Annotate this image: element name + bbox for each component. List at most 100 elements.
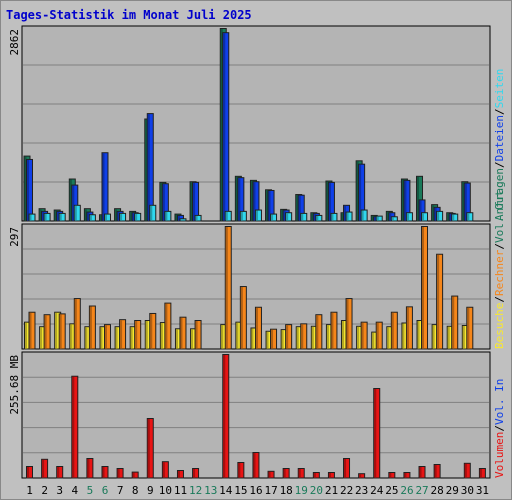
bar-shadow bbox=[135, 213, 138, 220]
bar-shadow bbox=[316, 215, 319, 220]
bar-seiten-day-18 bbox=[285, 212, 293, 222]
bar-shadow bbox=[311, 326, 314, 348]
bar-shadow bbox=[57, 211, 60, 220]
x-tick-label-day-26: 26 bbox=[400, 484, 413, 497]
x-tick-label-day-28: 28 bbox=[431, 484, 444, 497]
x-tick-label-day-19: 19 bbox=[295, 484, 308, 497]
bar-seiten-day-28 bbox=[436, 210, 444, 222]
bar-shadow bbox=[54, 210, 57, 220]
bar-shadow bbox=[175, 214, 178, 220]
bar-rechner-day-26 bbox=[405, 306, 413, 350]
x-tick-label-day-29: 29 bbox=[446, 484, 459, 497]
bar-shadow bbox=[464, 183, 467, 220]
bar-shadow bbox=[286, 325, 289, 348]
bar-volumen-day-7 bbox=[116, 468, 124, 479]
x-tick-label-day-3: 3 bbox=[56, 484, 63, 497]
bar-shadow bbox=[102, 467, 105, 477]
bar-shadow bbox=[344, 205, 347, 220]
bar-shadow bbox=[223, 33, 226, 220]
bar-shadow bbox=[40, 327, 43, 348]
bar-rechner-day-17 bbox=[270, 328, 278, 350]
bar-rechner-day-7 bbox=[119, 319, 127, 350]
bar-rechner-day-30 bbox=[466, 306, 474, 350]
bar-volumen-day-25 bbox=[388, 472, 396, 479]
bar-shadow bbox=[44, 315, 47, 348]
right-label-text: Besuche/Rechner/Vol. Out bbox=[493, 190, 506, 349]
bar-volumen-day-20 bbox=[312, 472, 320, 479]
bar-shadow bbox=[104, 214, 107, 220]
x-tick-label-day-5: 5 bbox=[87, 484, 94, 497]
bar-shadow bbox=[452, 296, 455, 348]
bar-volumen-day-11 bbox=[176, 470, 184, 479]
bar-shadow bbox=[417, 321, 420, 348]
bar-shadow bbox=[467, 213, 470, 220]
bar-rechner-day-20 bbox=[315, 314, 323, 350]
x-tick-label-day-31: 31 bbox=[476, 484, 489, 497]
bar-shadow bbox=[271, 214, 274, 220]
bar-shadow bbox=[313, 473, 316, 477]
bar-shadow bbox=[74, 205, 77, 220]
bar-shadow bbox=[117, 469, 120, 477]
bar-rechner-day-4 bbox=[73, 298, 81, 350]
bar-shadow bbox=[357, 326, 360, 348]
bar-shadow bbox=[132, 213, 135, 220]
bar-rechner-day-11 bbox=[179, 316, 187, 350]
bar-shadow bbox=[331, 213, 334, 220]
bar-volumen-day-15 bbox=[237, 462, 245, 479]
bar-shadow bbox=[266, 331, 269, 348]
right-label-part: Vol. In bbox=[493, 379, 506, 425]
bar-shadow bbox=[361, 322, 364, 348]
bar-shadow bbox=[359, 164, 362, 220]
bar-shadow bbox=[29, 312, 32, 348]
x-tick-label-day-16: 16 bbox=[249, 484, 262, 497]
bar-shadow bbox=[255, 307, 258, 348]
bar-shadow bbox=[190, 182, 193, 220]
bar-seiten-day-10 bbox=[164, 210, 172, 222]
bar-shadow bbox=[225, 211, 228, 220]
bar-shadow bbox=[281, 330, 284, 348]
bar-shadow bbox=[313, 213, 316, 220]
bar-shadow bbox=[374, 217, 377, 220]
bar-rechner-day-28 bbox=[436, 253, 444, 350]
bar-shadow bbox=[404, 180, 407, 220]
bar-seiten-day-27 bbox=[421, 212, 429, 222]
bar-shadow bbox=[434, 207, 437, 220]
bar-shadow bbox=[406, 307, 409, 348]
bar-shadow bbox=[177, 471, 180, 477]
bar-shadow bbox=[39, 209, 42, 220]
bar-seiten-day-3 bbox=[58, 212, 66, 222]
bar-shadow bbox=[346, 212, 349, 220]
bar-shadow bbox=[44, 213, 47, 220]
bar-shadow bbox=[391, 312, 394, 348]
bar-shadow bbox=[87, 212, 90, 220]
y-axis-max-label: 297 bbox=[8, 227, 21, 247]
bar-rechner-day-5 bbox=[88, 305, 96, 350]
x-tick-label-day-20: 20 bbox=[310, 484, 323, 497]
bar-seiten-day-1 bbox=[28, 213, 36, 222]
bar-shadow bbox=[72, 185, 75, 220]
bar-seiten-day-4 bbox=[73, 204, 81, 222]
bar-volumen-day-24 bbox=[373, 388, 381, 479]
bar-shadow bbox=[223, 355, 226, 477]
bar-shadow bbox=[69, 179, 72, 220]
x-tick-label-day-10: 10 bbox=[159, 484, 172, 497]
bar-shadow bbox=[346, 299, 349, 348]
bar-shadow bbox=[251, 328, 254, 348]
bar-rechner-day-29 bbox=[451, 295, 459, 350]
bar-shadow bbox=[389, 473, 392, 477]
bar-shadow bbox=[344, 459, 347, 477]
bar-shadow bbox=[328, 182, 331, 220]
bar-shadow bbox=[374, 389, 377, 477]
bar-shadow bbox=[268, 471, 271, 477]
bar-shadow bbox=[42, 211, 45, 220]
x-tick-label-day-23: 23 bbox=[355, 484, 368, 497]
bar-shadow bbox=[296, 195, 299, 220]
bar-shadow bbox=[253, 453, 256, 477]
bar-volumen-day-2 bbox=[41, 458, 49, 479]
bar-shadow bbox=[120, 213, 123, 220]
x-tick-label-day-12: 12 bbox=[189, 484, 202, 497]
bar-shadow bbox=[437, 211, 440, 220]
bar-shadow bbox=[130, 327, 133, 348]
bar-shadow bbox=[70, 324, 73, 348]
